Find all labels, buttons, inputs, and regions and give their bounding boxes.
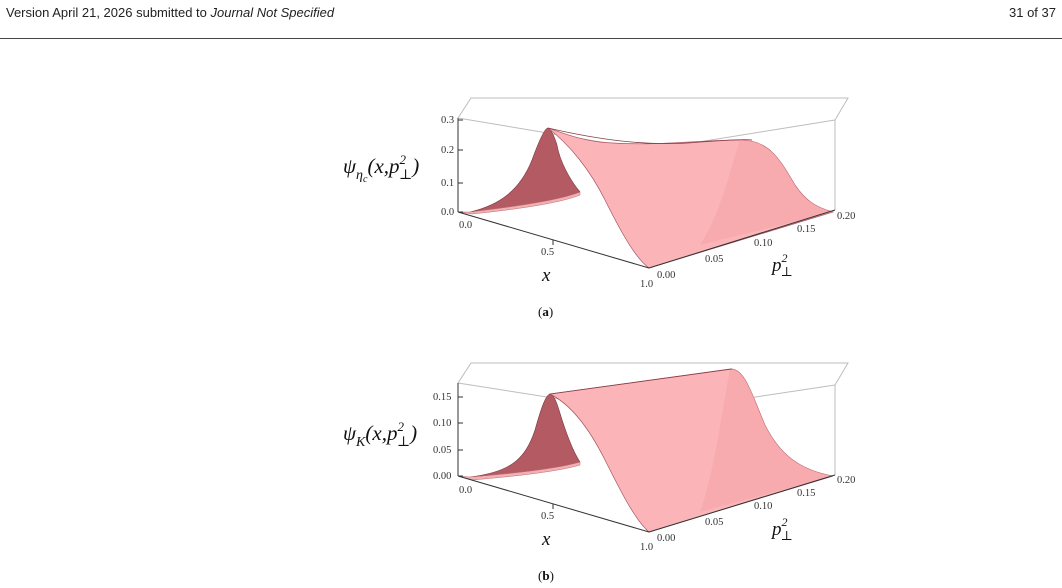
box-back-frame [457, 362, 849, 475]
z-label-psi: ψ [343, 154, 357, 178]
caption-b: (b) [538, 568, 554, 583]
caption-a-letter: a [542, 304, 549, 319]
surface-right-shade [700, 368, 833, 512]
caption-a: (a) [538, 304, 553, 319]
z-tick-label-0: 0.0 [441, 207, 454, 218]
z-tick-label-1: 0.1 [441, 178, 454, 189]
z-label-sup: 2 [400, 152, 407, 167]
p-tick-label-0: 0.00 [657, 533, 675, 544]
p-tick-label-4: 0.20 [837, 211, 855, 222]
z-tick-label-3: 0.3 [441, 115, 454, 126]
z-label-args: (x,p [365, 421, 397, 445]
running-header: Version April 21, 2026 submitted to Jour… [6, 5, 1056, 27]
caption-b-letter: b [542, 568, 549, 583]
version-text: Version April 21, 2026 submitted to [6, 5, 211, 20]
surface-floor-strip [457, 191, 581, 215]
p-axis-line [648, 209, 836, 269]
p-tick-label-2: 0.10 [754, 238, 772, 249]
header-rule [0, 38, 1062, 39]
z-label-perp: ⊥ [397, 435, 410, 450]
p-tick-label-2: 0.10 [754, 501, 772, 512]
journal-name: Journal Not Specified [210, 5, 335, 20]
figure-a: 0.0 0.1 0.2 0.3 0.0 0.5 1.0 0.00 0.05 0.… [343, 97, 855, 319]
z-tick-label-0: 0.00 [433, 471, 451, 482]
box-back-frame [457, 97, 849, 210]
p-label-sup: 2 [782, 515, 788, 529]
z-label-perp: ⊥ [399, 168, 412, 183]
z-label-sup: 2 [397, 419, 404, 434]
x-axis-label: x [541, 265, 551, 286]
version-line: Version April 21, 2026 submitted to Jour… [6, 5, 334, 21]
surface-ridge-line [549, 368, 733, 395]
p-tick-label-1: 0.05 [705, 254, 723, 265]
z-label-args: (x,p [367, 154, 399, 178]
z-label-psi: ψ [343, 421, 357, 445]
surface-ridge-line [547, 127, 753, 145]
x-tick-label-1: 0.5 [541, 511, 554, 522]
p-label-main: p [770, 519, 782, 540]
z-label-subsub: c [363, 174, 368, 185]
x-tick-label-0: 0.0 [459, 220, 472, 231]
page-number: 31 of 37 [1009, 5, 1056, 20]
p-tick-label-0: 0.00 [657, 270, 675, 281]
z-tick-label-2: 0.2 [441, 145, 454, 156]
x-tick-label-0: 0.0 [459, 485, 472, 496]
surface-floor-strip [457, 461, 581, 481]
p-tick-label-4: 0.20 [837, 475, 855, 486]
z-label-close: ) [409, 421, 417, 445]
z-ticks [458, 119, 463, 213]
surface-main [548, 368, 834, 533]
p-label-main: p [770, 255, 782, 276]
p-axis-label: p2 ⊥ [770, 251, 793, 279]
p-label-sup: 2 [782, 251, 788, 265]
x-axis-label: x [541, 529, 551, 550]
p-label-perp: ⊥ [781, 264, 793, 279]
z-tick-label-1: 0.05 [433, 445, 451, 456]
surface-right-shade [700, 140, 833, 245]
figure-b: 0.00 0.05 0.10 0.15 0.0 0.5 1.0 0.00 0.0… [343, 362, 855, 583]
z-ticks [458, 396, 463, 477]
z-axis-label: ψK(x,p2 ⊥) [343, 419, 417, 450]
p-axis-label: p2 ⊥ [770, 515, 793, 543]
z-label-sub: η [356, 168, 363, 183]
p-tick-label-3: 0.15 [797, 224, 815, 235]
x-tick-label-1: 0.5 [541, 247, 554, 258]
p-tick-label-1: 0.05 [705, 517, 723, 528]
z-tick-label-2: 0.10 [433, 418, 451, 429]
p-axis-line [648, 474, 836, 533]
z-axis-label: ψηc(x,p2 ⊥) [343, 152, 419, 185]
surface-side-face [469, 393, 581, 478]
x-tick-label-2: 1.0 [640, 279, 653, 290]
z-label-close: ) [411, 154, 419, 178]
p-tick-label-3: 0.15 [797, 488, 815, 499]
p-label-perp: ⊥ [781, 528, 793, 543]
z-label-sub: K [355, 435, 366, 450]
x-tick-label-2: 1.0 [640, 542, 653, 553]
z-tick-label-3: 0.15 [433, 392, 451, 403]
